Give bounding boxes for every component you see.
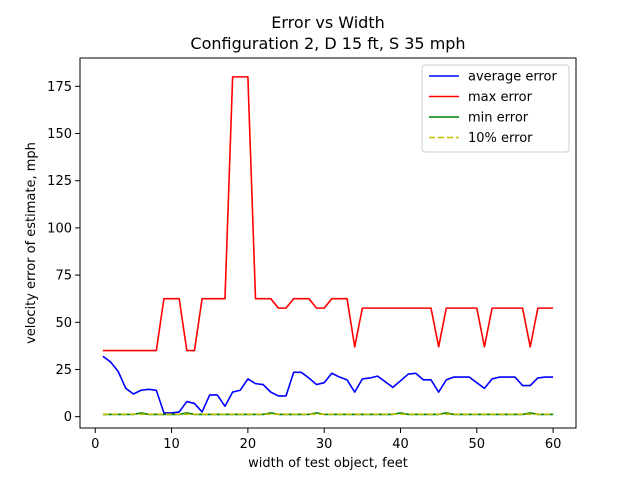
series-line-max-error xyxy=(102,76,554,352)
y-axis: 0 25 50 75 100 125 150 175 xyxy=(47,80,80,425)
series-layer xyxy=(102,76,554,416)
y-tick-label: 175 xyxy=(47,80,72,95)
x-tick-label: 60 xyxy=(545,437,562,452)
chart-subtitle: Configuration 2, D 15 ft, S 35 mph xyxy=(190,34,465,53)
chart-title: Error vs Width xyxy=(271,13,384,32)
legend: average error max error min error 10% error xyxy=(421,64,570,153)
legend-box xyxy=(421,64,570,153)
x-tick-label: 20 xyxy=(240,437,257,452)
x-tick-label: 0 xyxy=(91,437,99,452)
legend-label: average error xyxy=(468,70,557,85)
legend-label: 10% error xyxy=(468,131,533,146)
x-tick-label: 30 xyxy=(316,437,333,452)
y-tick-label: 0 xyxy=(64,410,72,425)
x-tick-label: 10 xyxy=(163,437,180,452)
x-axis: 0 10 20 30 40 50 60 xyxy=(91,428,561,452)
series-line-average-error xyxy=(102,355,554,414)
y-tick-label: 150 xyxy=(47,127,72,142)
y-tick-label: 125 xyxy=(47,174,72,189)
x-axis-label: width of test object, feet xyxy=(248,456,408,471)
legend-label: max error xyxy=(468,90,533,105)
x-tick-label: 40 xyxy=(392,437,409,452)
y-tick-label: 50 xyxy=(55,316,72,331)
plot-frame xyxy=(79,57,577,429)
y-tick-label: 75 xyxy=(55,269,72,284)
y-tick-label: 100 xyxy=(47,221,72,236)
y-tick-label: 25 xyxy=(55,363,72,378)
legend-label: min error xyxy=(468,111,529,126)
y-axis-label: velocity error of estimate, mph xyxy=(24,142,39,344)
x-tick-label: 50 xyxy=(469,437,486,452)
